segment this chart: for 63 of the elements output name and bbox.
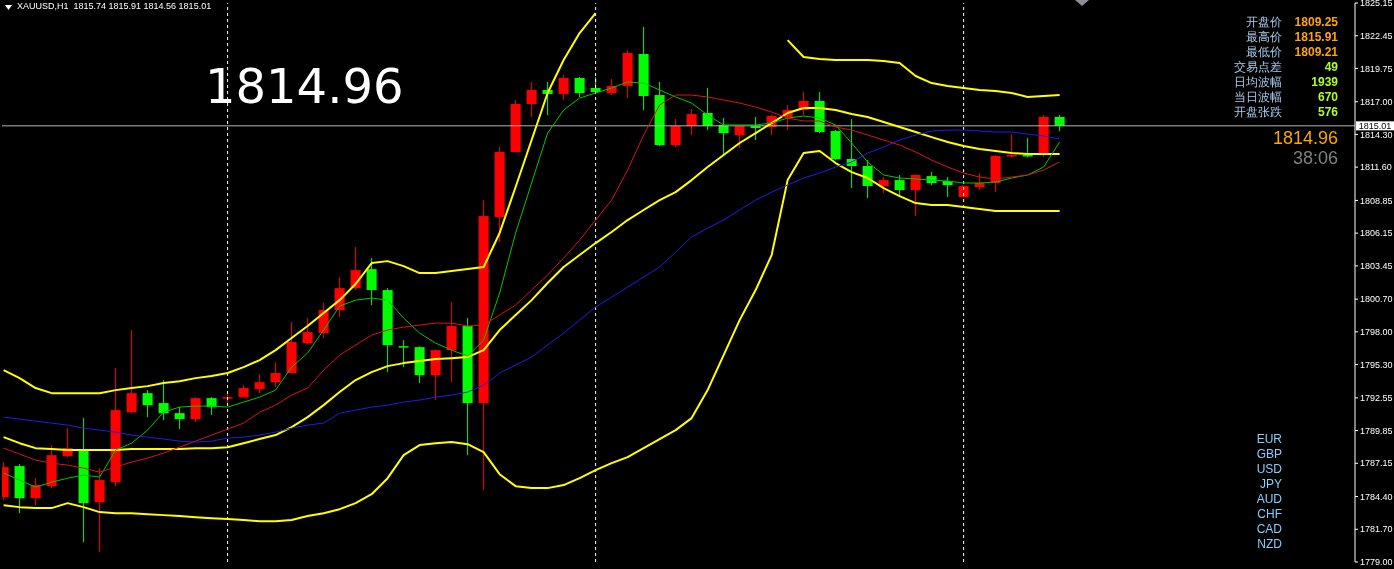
candlestick bbox=[670, 118, 681, 148]
candlestick bbox=[302, 317, 313, 345]
y-tick-label: 1800.70 bbox=[1360, 294, 1393, 305]
text: AUD bbox=[1256, 492, 1282, 507]
y-tick-label: 1811.60 bbox=[1360, 162, 1392, 173]
y-tick-label: 1792.55 bbox=[1360, 393, 1393, 404]
y-tick-label: 1787.15 bbox=[1360, 458, 1393, 469]
candlestick bbox=[190, 396, 201, 423]
text: 1939 bbox=[1311, 75, 1338, 90]
candlestick bbox=[270, 361, 281, 388]
candlestick bbox=[366, 257, 377, 306]
candlestick bbox=[526, 81, 537, 118]
text: 开盘价 bbox=[1246, 15, 1282, 30]
candlestick bbox=[398, 339, 409, 368]
y-tick-label: 1819.75 bbox=[1360, 63, 1393, 74]
candlestick bbox=[686, 108, 697, 136]
text: 开盘张跌 bbox=[1234, 105, 1282, 120]
y-tick-label: 1814.30 bbox=[1360, 129, 1393, 140]
text: USD bbox=[1256, 462, 1282, 477]
candlestick bbox=[142, 389, 153, 418]
y-tick-label: 1781.70 bbox=[1360, 524, 1393, 535]
y-tick-label: 1789.85 bbox=[1360, 425, 1393, 436]
text: 最低价 bbox=[1246, 45, 1282, 60]
text: 38:06 bbox=[1292, 148, 1338, 169]
text: 当日波幅 bbox=[1234, 90, 1282, 105]
candlestick bbox=[558, 74, 569, 101]
candlestick bbox=[254, 373, 265, 394]
y-tick-label: 1795.30 bbox=[1360, 359, 1393, 370]
candlestick bbox=[750, 116, 761, 141]
chart-title: XAUUSD,H1 1815.74 1815.91 1814.56 1815.01 bbox=[17, 1, 212, 11]
text: GBP bbox=[1256, 447, 1282, 462]
text: CAD bbox=[1256, 522, 1282, 537]
text: 1815.91 bbox=[1294, 30, 1338, 45]
y-tick-label: 1806.15 bbox=[1360, 228, 1393, 239]
text: 1814.96 bbox=[1272, 128, 1338, 149]
y-tick-label: 1817.00 bbox=[1360, 96, 1393, 107]
y-tick-label: 1825.15 bbox=[1360, 0, 1393, 9]
text: 最高价 bbox=[1246, 30, 1282, 45]
y-tick-label: 1798.00 bbox=[1360, 327, 1393, 338]
y-tick-label: 1808.85 bbox=[1360, 195, 1393, 206]
text: 670 bbox=[1317, 90, 1338, 105]
text: 1809.25 bbox=[1294, 15, 1338, 30]
ref-line-label: 1815.01 bbox=[1358, 120, 1392, 131]
y-tick-label: 1803.45 bbox=[1360, 261, 1393, 272]
text: 576 bbox=[1317, 105, 1338, 120]
text: 1809.21 bbox=[1294, 45, 1338, 60]
text: 交易点差 bbox=[1234, 60, 1282, 75]
text: NZD bbox=[1257, 537, 1282, 552]
y-tick-label: 1779.00 bbox=[1360, 557, 1393, 568]
candlestick bbox=[910, 173, 921, 217]
annotation: 1814.96 bbox=[205, 58, 404, 114]
text: 日均波幅 bbox=[1234, 75, 1282, 90]
text: 49 bbox=[1324, 60, 1338, 75]
candlestick bbox=[174, 406, 185, 430]
candlestick bbox=[94, 467, 105, 553]
text: JPY bbox=[1259, 477, 1282, 492]
y-tick-label: 1822.45 bbox=[1360, 30, 1393, 41]
line-series bbox=[2, 150, 1061, 523]
text: CHF bbox=[1257, 507, 1282, 522]
candlestick bbox=[126, 329, 137, 414]
candlestick bbox=[574, 76, 585, 98]
y-tick-label: 1784.40 bbox=[1360, 491, 1393, 502]
text: EUR bbox=[1256, 432, 1282, 447]
